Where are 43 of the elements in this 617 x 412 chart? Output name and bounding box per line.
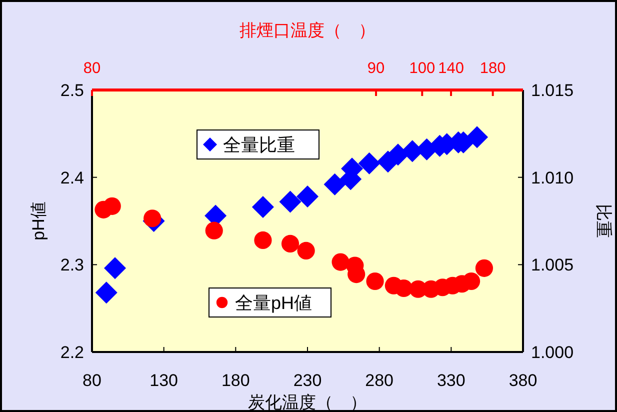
point	[296, 186, 318, 208]
point	[144, 210, 162, 228]
x-tick-label: 230	[293, 371, 322, 390]
point	[279, 190, 302, 213]
x-tick-label: 330	[436, 371, 466, 390]
point	[366, 272, 384, 290]
point	[332, 253, 350, 271]
y-tick-label: 2.5	[60, 81, 84, 100]
y-tick-label: 2.3	[60, 256, 84, 275]
y-tick-label: 2.4	[60, 168, 84, 188]
text: 100	[409, 60, 436, 77]
y2-axis-title: 比重	[594, 204, 613, 238]
y2-tick-label: 1.005	[531, 256, 574, 275]
y-tick-label: 2.2	[60, 343, 84, 362]
y-axis-title: pH値	[29, 202, 48, 240]
text: 140	[438, 60, 464, 77]
x-tick-label: 180	[221, 371, 250, 390]
y2-tick-label: 1.015	[531, 81, 574, 100]
legend-label: 全量pH値	[235, 293, 312, 313]
x-tick-label: 380	[508, 371, 538, 390]
point	[358, 152, 380, 174]
text: 90	[367, 60, 386, 77]
point	[95, 282, 118, 304]
point	[324, 173, 346, 196]
point	[254, 231, 272, 250]
chart-title: 排煙口温度（ ）	[240, 21, 376, 40]
legend-label: 全量比重	[223, 135, 295, 155]
x-tick-label: 80	[82, 371, 102, 390]
y2-tick-label: 1.010	[531, 168, 574, 188]
point	[394, 279, 413, 298]
text: 80	[83, 60, 101, 77]
point	[281, 234, 300, 253]
point	[104, 257, 126, 280]
text: 180	[480, 60, 506, 77]
x-tick-label: 130	[150, 371, 178, 390]
point	[205, 222, 223, 240]
point	[103, 197, 121, 215]
y2-tick-label: 1.000	[531, 343, 574, 362]
point	[466, 126, 488, 148]
x-tick-label: 280	[365, 371, 394, 390]
point	[475, 259, 494, 277]
point	[297, 242, 315, 260]
point	[252, 196, 274, 218]
